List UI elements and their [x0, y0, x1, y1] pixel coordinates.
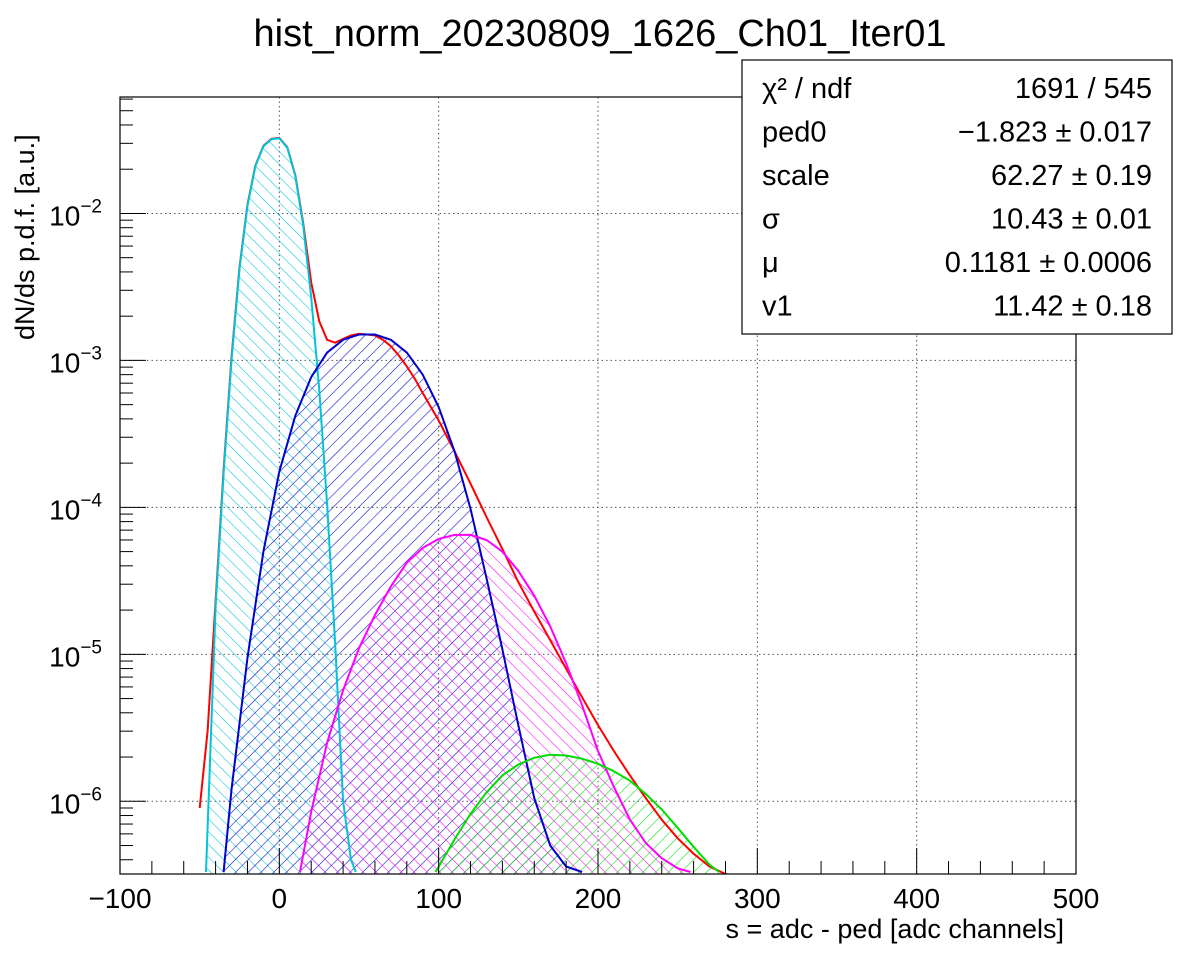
y-axis-title: dN/ds p.d.f. [a.u.]	[10, 134, 40, 340]
x-tick-label: 400	[893, 883, 940, 914]
stats-label: scale	[762, 160, 830, 192]
y-tick-labels: 10−6 10−5 10−4 10−3 10−2	[49, 196, 102, 819]
series-line-2	[222, 333, 583, 873]
x-tick-label: 0	[272, 883, 288, 914]
x-tick-label: 100	[415, 883, 462, 914]
x-axis-title: s = adc - ped [adc channels]	[726, 914, 1064, 944]
stats-value: −1.823 ± 0.017	[958, 117, 1152, 149]
x-tick-label: −100	[88, 883, 151, 914]
stats-label: σ	[762, 204, 780, 236]
x-tick-labels: −100 0 100 200 300 400 500	[88, 883, 1099, 914]
stats-value: 62.27 ± 0.19	[991, 160, 1152, 192]
fit-statistics-box: χ² / ndf 1691 / 545 ped0 −1.823 ± 0.017 scal…	[741, 59, 1173, 335]
series-line-1	[205, 137, 357, 873]
stats-value: 0.1181 ± 0.0006	[945, 247, 1152, 279]
x-tick-label: 200	[575, 883, 622, 914]
series-line-4	[434, 753, 720, 873]
series-line-3	[299, 533, 691, 873]
y-tick-label: 10−3	[49, 343, 102, 378]
stats-value: 11.42 ± 0.18	[993, 291, 1152, 323]
stats-value: 1691 / 545	[1015, 73, 1152, 105]
y-tick-label: 10−6	[49, 784, 102, 819]
y-tick-label: 10−5	[49, 637, 102, 672]
stats-value: 10.43 ± 0.01	[991, 204, 1152, 236]
fit-curves	[198, 136, 730, 874]
stats-label: ped0	[762, 117, 827, 149]
chart-title: hist_norm_20230809_1626_Ch01_Iter01	[254, 13, 947, 55]
axis-ticks	[119, 98, 1077, 874]
y-tick-label: 10−2	[49, 196, 102, 231]
y-tick-label: 10−4	[49, 490, 102, 525]
x-tick-label: 500	[1053, 883, 1100, 914]
x-tick-label: 300	[734, 883, 781, 914]
stats-label: μ	[762, 247, 779, 279]
stats-label: v1	[762, 291, 793, 323]
stats-label: χ² / ndf	[762, 73, 852, 105]
